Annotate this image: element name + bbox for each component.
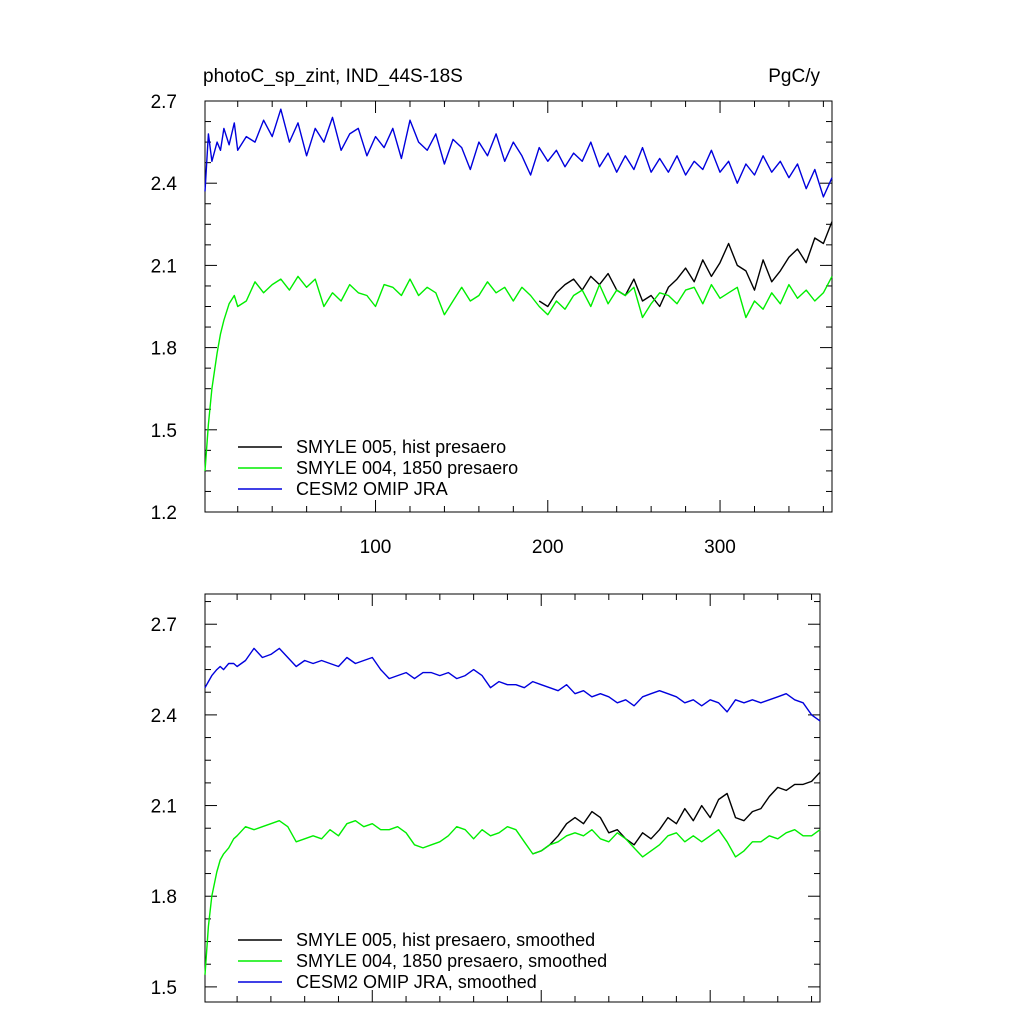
legend-label-1: SMYLE 005, hist presaero (296, 437, 506, 457)
series-line-1 (532, 771, 821, 855)
series-line-2 (204, 275, 833, 471)
plot-frame (204, 593, 821, 1003)
y-tick-label: 2.7 (151, 92, 177, 113)
legend-label-3: CESM2 OMIP JRA, smoothed (296, 972, 537, 992)
y-tick-label: 1.8 (151, 887, 177, 908)
y-tick-label: 1.2 (151, 503, 177, 524)
legend-label-2: SMYLE 004, 1850 presaero, smoothed (296, 951, 607, 971)
x-tick-label: 300 (704, 537, 736, 558)
series-line-2 (204, 820, 821, 975)
y-tick-label: 2.7 (151, 615, 177, 636)
chart-title: photoC_sp_zint, IND_44S-18S (203, 66, 463, 87)
y-tick-label: 2.4 (151, 174, 178, 195)
y-tick-label: 1.5 (151, 978, 177, 999)
x-tick-label: 200 (532, 537, 564, 558)
legend-label-3: CESM2 OMIP JRA (296, 479, 448, 499)
chart-panel-2: 1.5 1.8 2.1 2.4 2.7 SMYLE 005, hist presaero,… (151, 593, 821, 1003)
chart-panel-1: 1.2 1.5 1.8 2.1 2.4 2.7 100 200 300 SMYLE 005, hi… (151, 92, 833, 558)
y-tick-label: 1.8 (151, 339, 177, 360)
series-line-3 (204, 647, 821, 722)
legend-label-2: SMYLE 004, 1850 presaero (296, 458, 518, 478)
series-line-3 (204, 108, 833, 198)
legend-label-1: SMYLE 005, hist presaero, smoothed (296, 930, 595, 950)
chart-units: PgC/y (768, 66, 820, 87)
y-tick-label: 2.1 (151, 256, 177, 277)
series-line-1 (538, 221, 833, 308)
y-tick-label: 2.4 (151, 706, 178, 727)
y-tick-label: 2.1 (151, 797, 177, 818)
x-tick-label: 100 (360, 537, 392, 558)
y-tick-label: 1.5 (151, 421, 177, 442)
